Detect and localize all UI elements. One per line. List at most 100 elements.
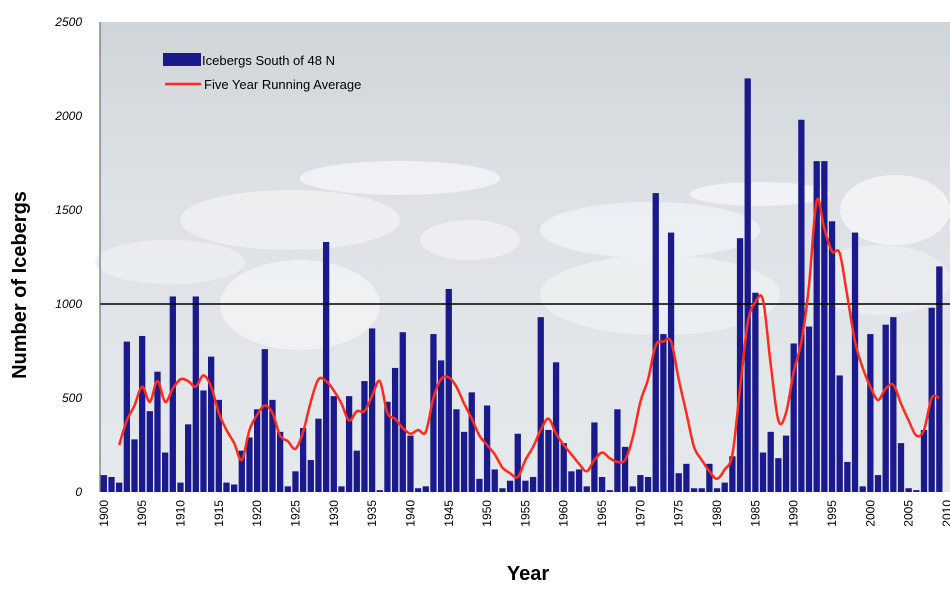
bar-1929 (322, 241, 330, 492)
x-tick-1960: 1960 (557, 500, 571, 527)
bar-1962 (575, 469, 583, 492)
bar-1999 (859, 486, 866, 492)
bar-1970 (637, 475, 644, 492)
bar-1991 (798, 119, 805, 492)
bar-1961 (568, 471, 575, 492)
bar-1994 (821, 161, 828, 492)
x-tick-1930: 1930 (327, 500, 341, 527)
bar-1998 (851, 232, 859, 492)
bar-1995 (828, 221, 836, 492)
bar-1906 (146, 411, 153, 492)
ice-floe-background (810, 245, 950, 315)
bar-1923 (276, 431, 284, 492)
bar-1940 (407, 435, 414, 492)
bar-1973 (660, 334, 667, 492)
bar-1972 (652, 193, 659, 492)
bar-1909 (169, 296, 176, 492)
running-average-line (118, 197, 940, 481)
bar-1985 (752, 292, 759, 492)
y-tick-1000: 1000 (55, 297, 82, 311)
bar-2006 (913, 490, 920, 492)
bar-1913 (200, 390, 207, 492)
bar-1992 (805, 326, 813, 492)
bar-1908 (162, 452, 169, 492)
x-tick-1955: 1955 (518, 500, 532, 527)
bar-1904 (131, 439, 138, 492)
bar-1917 (231, 484, 238, 492)
bar-1957 (537, 317, 544, 492)
bar-1932 (345, 396, 353, 492)
bar-1945 (445, 288, 452, 492)
bar-2003 (890, 317, 897, 492)
x-tick-1965: 1965 (595, 500, 609, 527)
x-tick-1950: 1950 (480, 500, 494, 527)
ice-floe-background (95, 240, 245, 284)
x-tick-1900: 1900 (97, 500, 111, 527)
bar-1975 (675, 473, 682, 492)
x-axis-title: Year (507, 563, 549, 585)
bar-1931 (338, 486, 345, 492)
bar-1926 (299, 428, 307, 492)
x-tick-1910: 1910 (173, 500, 187, 527)
bar-1955 (522, 480, 529, 492)
y-tick-0: 0 (75, 485, 82, 499)
y-tick-labels: 0 500 1000 1500 2000 2500 (54, 15, 82, 499)
bar-1921 (261, 349, 268, 492)
y-tick-2500: 2500 (54, 15, 82, 29)
bar-1907 (154, 371, 161, 492)
bar-1958 (545, 429, 552, 492)
bar-1937 (384, 401, 391, 492)
x-tick-1970: 1970 (633, 500, 647, 527)
bar-2007 (920, 429, 928, 492)
ice-floe-background (690, 182, 830, 206)
bar-1943 (430, 334, 437, 492)
bar-1978 (698, 488, 705, 492)
x-tick-2005: 2005 (902, 500, 916, 527)
x-tick-labels: 1900 1905 1910 1915 1920 1925 1930 1935 1940 1945… (97, 500, 950, 527)
bar-1989 (782, 435, 790, 492)
legend-bar-swatch (163, 53, 201, 66)
bar-1984 (744, 78, 751, 493)
bar-1988 (775, 458, 782, 492)
bar-1939 (399, 332, 406, 492)
ice-floe-background (540, 255, 780, 335)
bar-1944 (437, 360, 445, 492)
x-tick-1935: 1935 (365, 500, 379, 527)
x-tick-1985: 1985 (748, 500, 762, 527)
ice-floe-background (540, 202, 760, 258)
bar-1981 (721, 482, 728, 492)
bar-1960 (560, 443, 567, 492)
x-tick-1990: 1990 (787, 500, 801, 527)
legend-bar-label: Icebergs South of 48 N (202, 53, 335, 68)
bar-1914 (208, 356, 215, 492)
x-tick-1925: 1925 (288, 500, 302, 527)
bar-1930 (330, 396, 337, 492)
bar-1948 (468, 392, 475, 492)
bar-1990 (790, 343, 797, 492)
bar-1925 (292, 471, 299, 492)
x-tick-1920: 1920 (250, 500, 264, 527)
bar-1974 (667, 232, 675, 492)
bar-1918 (238, 450, 245, 492)
bar-2001 (874, 475, 882, 492)
bar-1976 (683, 463, 690, 492)
bar-1941 (414, 488, 422, 492)
bar-1903 (123, 341, 130, 492)
bar-1924 (284, 486, 291, 492)
bar-1966 (606, 490, 613, 492)
bar-2005 (905, 488, 912, 492)
bar-1916 (223, 482, 230, 492)
bar-1910 (177, 482, 184, 492)
x-tick-1975: 1975 (672, 500, 686, 527)
bar-1951 (491, 469, 498, 492)
bar-1946 (453, 409, 460, 492)
bar-1927 (307, 460, 314, 492)
plot-background (95, 22, 950, 492)
bar-2002 (882, 324, 889, 492)
bar-1934 (361, 381, 368, 492)
bar-1920 (253, 409, 261, 492)
y-tick-1500: 1500 (55, 203, 82, 217)
bar-1900 (100, 475, 107, 492)
